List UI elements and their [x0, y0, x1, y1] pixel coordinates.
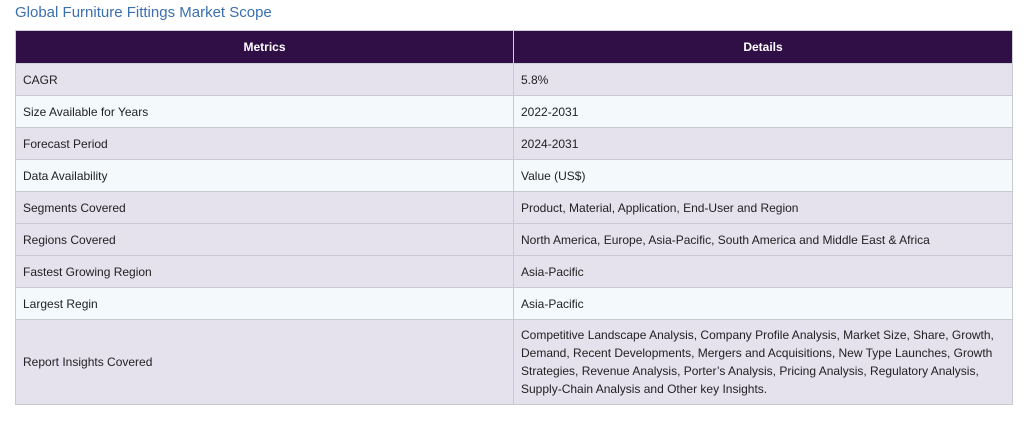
table-row: CAGR 5.8% [15, 63, 1013, 96]
table-row: Fastest Growing Region Asia-Pacific [15, 255, 1013, 288]
detail-cell: Competitive Landscape Analysis, Company … [513, 319, 1013, 405]
metric-cell: Segments Covered [15, 191, 514, 224]
table-row: Largest Regin Asia-Pacific [15, 287, 1013, 320]
market-scope-table: Metrics Details CAGR 5.8% Size Available… [15, 30, 1013, 405]
detail-cell: Asia-Pacific [513, 287, 1013, 320]
detail-cell: 5.8% [513, 63, 1013, 96]
page-title: Global Furniture Fittings Market Scope [15, 4, 272, 21]
table-row: Report Insights Covered Competitive Land… [15, 319, 1013, 405]
metric-cell: Data Availability [15, 159, 514, 192]
detail-cell: Product, Material, Application, End-User… [513, 191, 1013, 224]
detail-cell: 2024-2031 [513, 127, 1013, 160]
table-row: Segments Covered Product, Material, Appl… [15, 191, 1013, 224]
table-row: Regions Covered North America, Europe, A… [15, 223, 1013, 256]
metric-cell: Largest Regin [15, 287, 514, 320]
header-metrics: Metrics [15, 30, 514, 64]
table-header-row: Metrics Details [15, 30, 1013, 64]
detail-cell: Value (US$) [513, 159, 1013, 192]
table-row: Size Available for Years 2022-2031 [15, 95, 1013, 128]
metric-cell: Forecast Period [15, 127, 514, 160]
metric-cell: Fastest Growing Region [15, 255, 514, 288]
detail-cell: 2022-2031 [513, 95, 1013, 128]
metric-cell: Regions Covered [15, 223, 514, 256]
metric-cell: CAGR [15, 63, 514, 96]
detail-cell: Asia-Pacific [513, 255, 1013, 288]
table-row: Forecast Period 2024-2031 [15, 127, 1013, 160]
metric-cell: Report Insights Covered [15, 319, 514, 405]
header-details: Details [513, 30, 1013, 64]
metric-cell: Size Available for Years [15, 95, 514, 128]
detail-cell: North America, Europe, Asia-Pacific, Sou… [513, 223, 1013, 256]
table-row: Data Availability Value (US$) [15, 159, 1013, 192]
